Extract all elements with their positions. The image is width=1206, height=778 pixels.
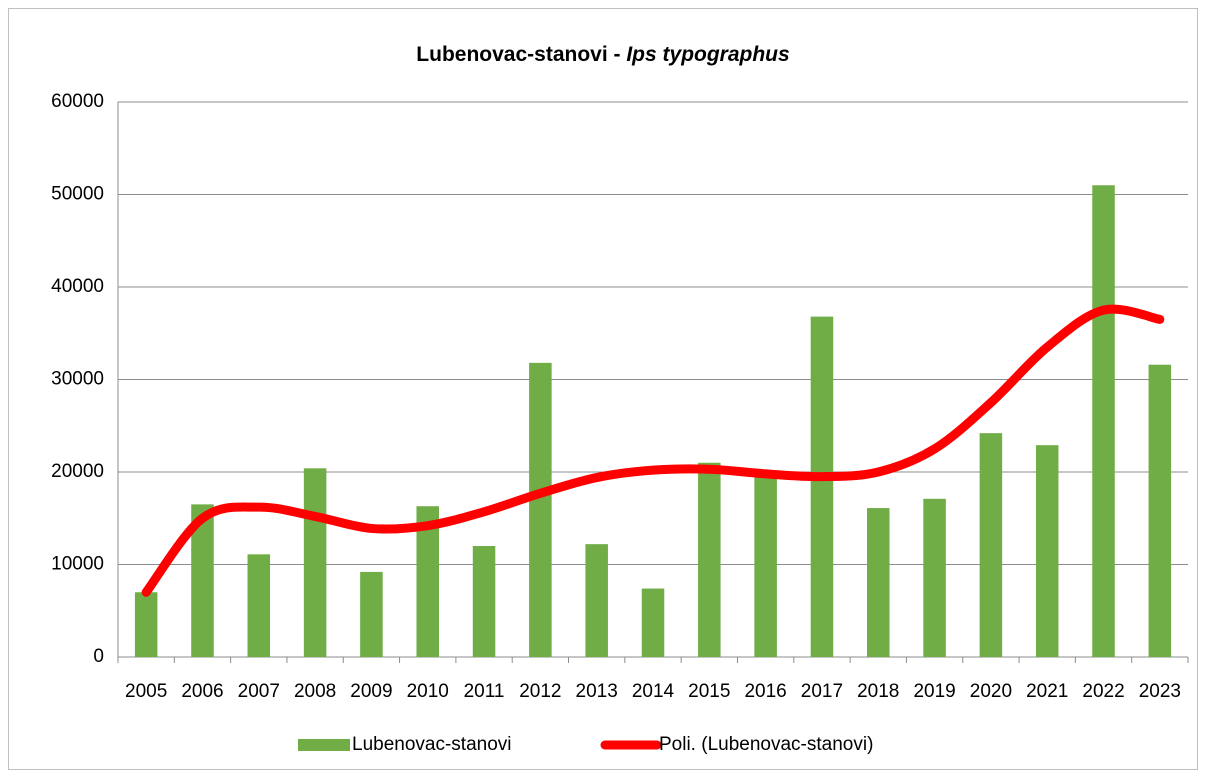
x-tick-label: 2013 xyxy=(576,681,618,702)
bar xyxy=(641,588,665,657)
x-tick-label: 2015 xyxy=(688,681,730,702)
x-tick-label: 2007 xyxy=(238,681,280,702)
bar xyxy=(529,362,552,657)
bar xyxy=(754,476,777,657)
bar xyxy=(1035,445,1059,657)
title-main: Lubenovac-stanovi - xyxy=(416,43,620,66)
chart-title: Lubenovac-stanovi - Ips typographus xyxy=(416,43,789,66)
bar xyxy=(1092,185,1115,657)
bar xyxy=(810,316,834,657)
y-tick-label: 20000 xyxy=(51,461,104,482)
legend-swatch xyxy=(298,739,350,751)
x-tick-label: 2006 xyxy=(181,681,223,702)
x-tick-label: 2010 xyxy=(407,681,449,702)
y-tick-label: 50000 xyxy=(51,184,104,205)
bar xyxy=(191,504,214,657)
bar xyxy=(867,508,890,657)
bar xyxy=(134,592,158,657)
title-italic: Ips typographus xyxy=(626,43,789,66)
bar xyxy=(698,462,721,657)
x-tick-label: 2008 xyxy=(294,681,336,702)
y-tick-label: 30000 xyxy=(51,369,104,390)
bar xyxy=(979,433,1003,657)
x-tick-label: 2020 xyxy=(970,681,1012,702)
x-tick-label: 2005 xyxy=(125,681,167,702)
bar xyxy=(472,546,496,657)
bar xyxy=(416,506,439,657)
bar xyxy=(360,571,383,657)
x-tick-label: 2022 xyxy=(1082,681,1124,702)
y-tick-label: 0 xyxy=(93,646,104,667)
legend-label: Lubenovac-stanovi xyxy=(352,734,512,755)
legend-label: Poli. (Lubenovac-stanovi) xyxy=(659,734,873,755)
x-tick-label: 2011 xyxy=(464,681,505,702)
bar xyxy=(585,544,608,657)
x-tick-label: 2012 xyxy=(519,681,561,702)
x-tick-label: 2009 xyxy=(350,681,392,702)
x-tick-label: 2021 xyxy=(1026,681,1068,702)
bar xyxy=(923,498,946,657)
bar xyxy=(247,554,271,657)
y-tick-label: 10000 xyxy=(51,554,104,575)
x-tick-label: 2017 xyxy=(801,681,843,702)
x-tick-label: 2018 xyxy=(857,681,899,702)
x-tick-label: 2016 xyxy=(744,681,786,702)
bar xyxy=(303,468,327,657)
y-tick-label: 40000 xyxy=(51,276,104,297)
x-tick-label: 2023 xyxy=(1139,681,1181,702)
x-tick-label: 2014 xyxy=(632,681,675,702)
trend-line xyxy=(141,304,1165,597)
bar xyxy=(1148,364,1172,657)
y-tick-label: 60000 xyxy=(51,91,104,112)
x-tick-label: 2019 xyxy=(913,681,955,702)
